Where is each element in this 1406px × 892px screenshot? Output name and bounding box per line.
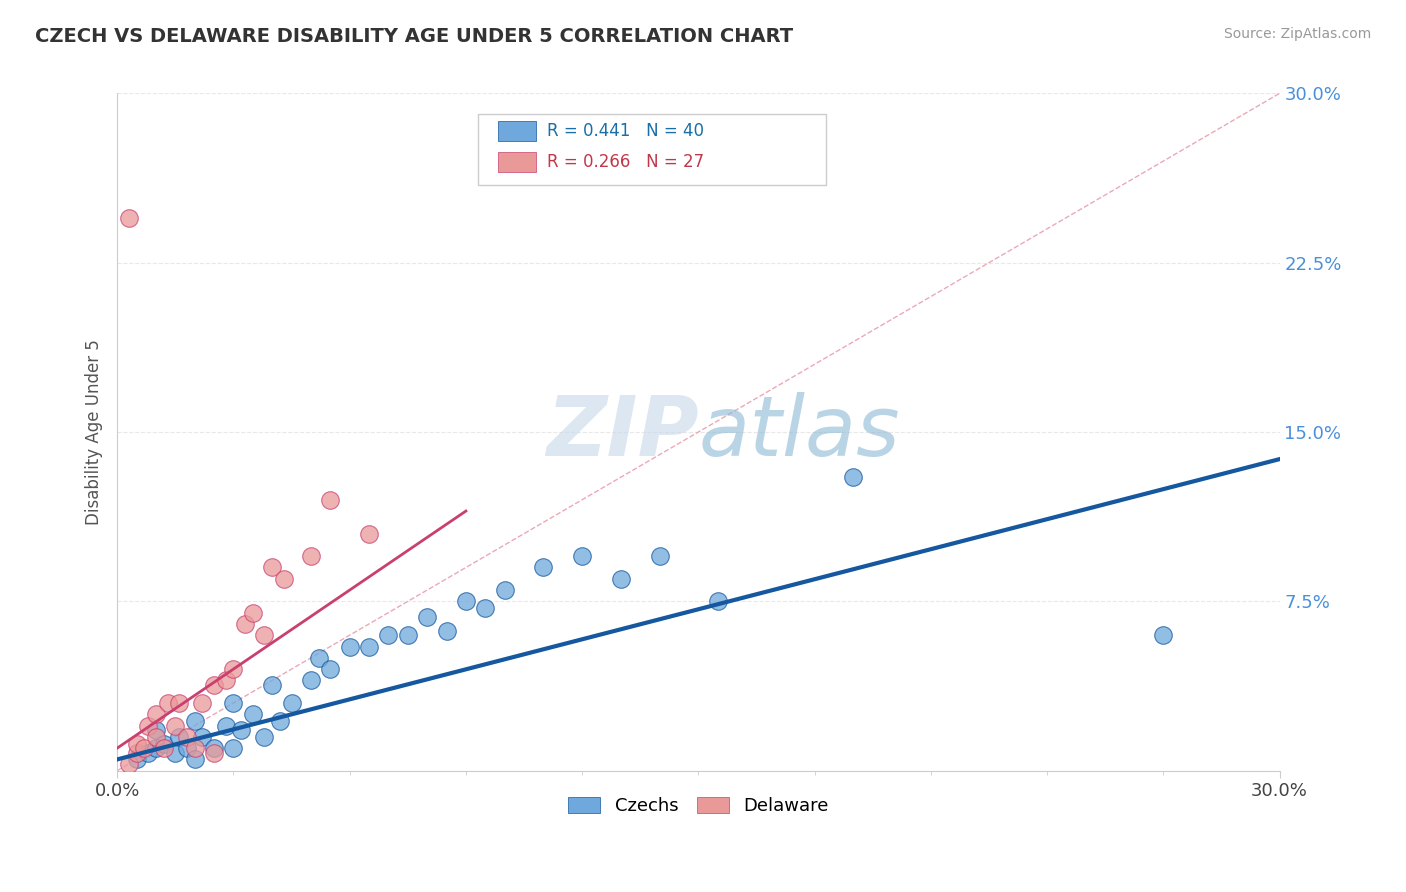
Point bbox=[357, 526, 380, 541]
Point bbox=[231, 723, 253, 737]
Point bbox=[136, 746, 159, 760]
Point bbox=[152, 741, 174, 756]
Point bbox=[145, 730, 167, 744]
FancyBboxPatch shape bbox=[478, 113, 827, 185]
Point bbox=[125, 752, 148, 766]
Point bbox=[125, 746, 148, 760]
Point bbox=[156, 696, 179, 710]
Point bbox=[125, 737, 148, 751]
Text: Source: ZipAtlas.com: Source: ZipAtlas.com bbox=[1223, 27, 1371, 41]
Point bbox=[202, 746, 225, 760]
Point bbox=[191, 696, 214, 710]
Bar bbox=[499, 153, 536, 172]
Point bbox=[273, 572, 295, 586]
Point bbox=[215, 673, 238, 688]
Point bbox=[319, 492, 342, 507]
Point bbox=[202, 678, 225, 692]
Point bbox=[648, 549, 671, 564]
Point bbox=[571, 549, 593, 564]
Point bbox=[377, 628, 399, 642]
Point bbox=[167, 730, 190, 744]
Point bbox=[118, 211, 141, 225]
Point bbox=[454, 594, 477, 608]
Point bbox=[308, 650, 330, 665]
Text: ZIP: ZIP bbox=[546, 392, 699, 473]
Text: atlas: atlas bbox=[699, 392, 900, 473]
Point bbox=[474, 601, 496, 615]
Point bbox=[357, 640, 380, 654]
Point bbox=[176, 730, 198, 744]
Point bbox=[118, 756, 141, 771]
Point bbox=[494, 583, 516, 598]
Point bbox=[183, 714, 205, 728]
Point bbox=[299, 673, 322, 688]
Point bbox=[280, 696, 302, 710]
Point bbox=[165, 746, 187, 760]
Point bbox=[145, 707, 167, 722]
Point bbox=[842, 470, 865, 484]
Point bbox=[706, 594, 728, 608]
Y-axis label: Disability Age Under 5: Disability Age Under 5 bbox=[86, 339, 103, 525]
Point bbox=[134, 741, 156, 756]
Text: CZECH VS DELAWARE DISABILITY AGE UNDER 5 CORRELATION CHART: CZECH VS DELAWARE DISABILITY AGE UNDER 5… bbox=[35, 27, 793, 45]
Point bbox=[253, 730, 276, 744]
Legend: Czechs, Delaware: Czechs, Delaware bbox=[561, 790, 837, 822]
Point bbox=[136, 718, 159, 732]
Point bbox=[215, 718, 238, 732]
Point bbox=[242, 606, 264, 620]
Point bbox=[176, 741, 198, 756]
Point bbox=[396, 628, 419, 642]
Point bbox=[339, 640, 361, 654]
Point bbox=[262, 678, 284, 692]
Point bbox=[531, 560, 554, 574]
Bar bbox=[499, 121, 536, 141]
Point bbox=[145, 741, 167, 756]
Point bbox=[183, 752, 205, 766]
Point bbox=[233, 616, 256, 631]
Text: R = 0.266   N = 27: R = 0.266 N = 27 bbox=[547, 153, 704, 171]
Point bbox=[222, 741, 245, 756]
Point bbox=[167, 696, 190, 710]
Point bbox=[1152, 628, 1174, 642]
Point bbox=[242, 707, 264, 722]
Point bbox=[416, 610, 439, 624]
Point bbox=[610, 572, 633, 586]
Point bbox=[319, 662, 342, 676]
Point bbox=[269, 714, 291, 728]
Point bbox=[262, 560, 284, 574]
Point bbox=[436, 624, 458, 638]
Point bbox=[183, 741, 205, 756]
Point bbox=[253, 628, 276, 642]
Point bbox=[222, 696, 245, 710]
Point bbox=[222, 662, 245, 676]
Point bbox=[202, 741, 225, 756]
Point bbox=[152, 737, 174, 751]
Point bbox=[299, 549, 322, 564]
Point bbox=[165, 718, 187, 732]
Point bbox=[191, 730, 214, 744]
Point bbox=[145, 723, 167, 737]
Text: R = 0.441   N = 40: R = 0.441 N = 40 bbox=[547, 122, 704, 140]
